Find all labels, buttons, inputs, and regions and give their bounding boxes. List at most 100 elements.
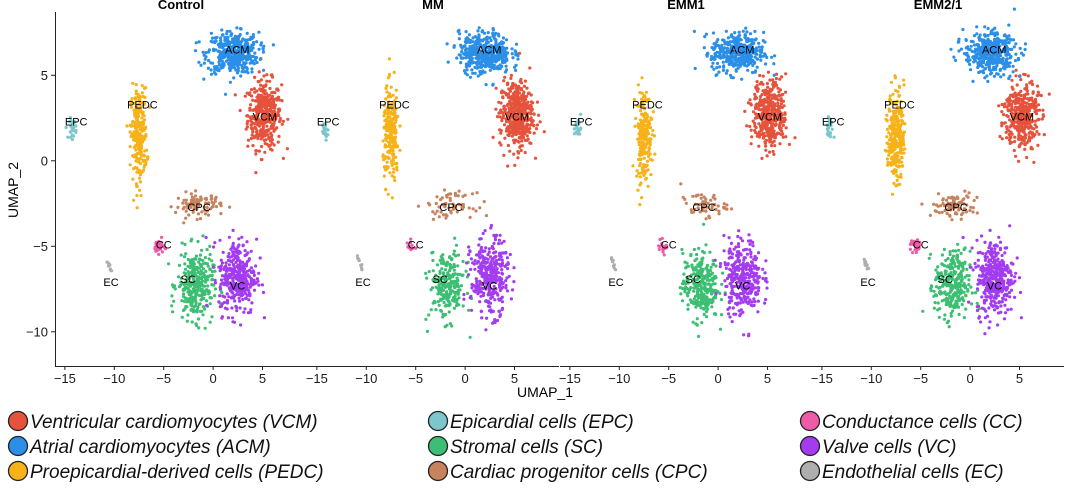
data-point — [696, 299, 699, 302]
data-point — [489, 294, 492, 297]
data-point — [720, 283, 723, 286]
data-point — [201, 287, 204, 290]
data-point — [682, 196, 685, 199]
data-point — [215, 205, 218, 208]
data-point — [717, 210, 720, 213]
data-point — [781, 93, 784, 96]
data-point — [761, 102, 764, 105]
data-point — [468, 249, 471, 252]
data-point — [204, 327, 207, 330]
x-tick-label: 0 — [462, 371, 469, 386]
data-point — [445, 195, 448, 198]
data-point — [690, 301, 693, 304]
data-point — [448, 269, 451, 272]
data-point — [417, 205, 420, 208]
data-point — [384, 188, 387, 191]
data-point — [139, 127, 142, 130]
data-point — [536, 123, 539, 126]
data-point — [390, 137, 393, 140]
data-point — [259, 58, 262, 61]
data-point — [472, 207, 475, 210]
data-point — [489, 271, 492, 274]
data-point — [743, 110, 746, 113]
data-point — [237, 36, 240, 39]
data-point — [245, 70, 248, 73]
data-point — [478, 206, 481, 209]
data-point — [722, 61, 725, 64]
data-point — [263, 316, 266, 319]
cluster-label-pedc: PEDC — [127, 99, 158, 111]
data-point — [527, 138, 530, 141]
data-point — [194, 309, 197, 312]
data-point — [756, 66, 759, 69]
data-point — [767, 127, 770, 130]
data-point — [480, 237, 483, 240]
data-point — [710, 273, 713, 276]
data-point — [191, 320, 194, 323]
data-point — [210, 32, 213, 35]
data-point — [241, 66, 244, 69]
data-point — [186, 313, 189, 316]
data-point — [769, 88, 772, 91]
data-point — [510, 102, 513, 105]
x-tick-label: −15 — [54, 371, 76, 386]
data-point — [730, 207, 733, 210]
data-point — [768, 79, 771, 82]
data-point — [202, 267, 205, 270]
data-point — [170, 294, 173, 297]
data-point — [477, 260, 480, 263]
data-point — [210, 315, 213, 318]
data-point — [195, 255, 198, 258]
data-point — [485, 269, 488, 272]
data-point — [219, 269, 222, 272]
data-point — [251, 130, 254, 133]
data-point — [198, 40, 201, 43]
data-point — [213, 41, 216, 44]
data-point — [210, 296, 213, 299]
data-point — [689, 254, 692, 257]
data-point — [464, 51, 467, 54]
data-point — [229, 59, 232, 62]
data-point — [210, 195, 213, 198]
data-point — [640, 122, 643, 125]
data-point — [264, 138, 267, 141]
data-point — [249, 286, 252, 289]
data-point — [277, 135, 280, 138]
data-point — [450, 274, 453, 277]
data-point — [250, 137, 253, 140]
data-point — [173, 284, 176, 287]
data-point — [186, 290, 189, 293]
data-point — [207, 67, 210, 70]
data-point — [237, 243, 240, 246]
data-point — [505, 65, 508, 68]
data-point — [140, 116, 143, 119]
data-point — [183, 255, 186, 258]
data-point — [214, 287, 217, 290]
data-point — [432, 218, 435, 221]
data-point — [710, 305, 713, 308]
cluster-pedc-points — [631, 76, 656, 206]
data-point — [722, 53, 725, 56]
data-point — [713, 55, 716, 58]
data-point — [477, 57, 480, 60]
data-point — [444, 268, 447, 271]
data-point — [192, 263, 195, 266]
data-point — [244, 254, 247, 257]
data-point — [717, 204, 720, 207]
data-point — [258, 48, 261, 51]
data-point — [130, 124, 133, 127]
data-point — [718, 292, 721, 295]
data-point — [759, 82, 762, 85]
data-point — [783, 111, 786, 114]
data-point — [483, 200, 486, 203]
data-point — [206, 290, 209, 293]
data-point — [705, 315, 708, 318]
data-point — [738, 31, 741, 34]
data-point — [634, 117, 637, 120]
data-point — [465, 47, 468, 50]
data-point — [223, 301, 226, 304]
data-point — [199, 310, 202, 313]
data-point — [395, 168, 398, 171]
data-point — [232, 267, 235, 270]
data-point — [236, 71, 239, 74]
